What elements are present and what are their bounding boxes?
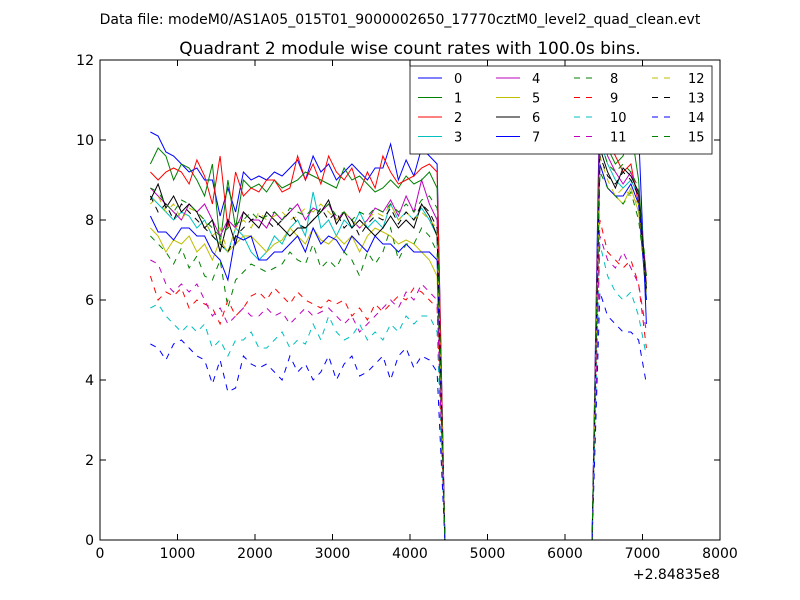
x-tick-label: 0 [96, 546, 105, 562]
x-tick-label: 7000 [625, 546, 661, 562]
series-12-line [150, 155, 647, 541]
x-tick-label: 2000 [237, 546, 273, 562]
legend-label-5: 5 [532, 92, 540, 107]
chart-title: Quadrant 2 module wise count rates with … [179, 39, 640, 59]
y-tick-label: 0 [85, 533, 94, 549]
legend-label-12: 12 [688, 72, 705, 87]
legend-label-9: 9 [610, 92, 618, 107]
x-tick-label: 4000 [392, 546, 428, 562]
series-8-line [150, 171, 647, 541]
x-tick-label: 5000 [470, 546, 506, 562]
y-tick-label: 2 [85, 453, 94, 469]
legend-label-11: 11 [610, 131, 627, 146]
legend-label-8: 8 [610, 72, 618, 87]
legend-label-0: 0 [454, 72, 462, 87]
legend-label-10: 10 [610, 111, 627, 126]
y-tick-label: 4 [85, 373, 94, 389]
legend-label-6: 6 [532, 111, 540, 126]
x-tick-label: 3000 [315, 546, 351, 562]
series-14-line [150, 291, 647, 541]
y-tick-label: 8 [85, 213, 94, 229]
series-11-line [150, 235, 647, 541]
legend-label-15: 15 [688, 131, 705, 146]
legend-label-3: 3 [454, 131, 462, 146]
legend-label-2: 2 [454, 111, 462, 126]
legend-label-4: 4 [532, 72, 540, 87]
legend-label-13: 13 [688, 92, 705, 107]
x-tick-label: 1000 [160, 546, 196, 562]
x-axis: 0 1000 2000 3000 4000 5000 6000 7000 8000 [96, 60, 738, 562]
x-tick-label: 6000 [547, 546, 583, 562]
series-15-line [150, 139, 647, 541]
legend-box [409, 65, 713, 155]
legend-label-7: 7 [532, 131, 540, 146]
legend-label-1: 1 [454, 92, 462, 107]
y-tick-label: 12 [76, 53, 94, 69]
y-tick-label: 10 [76, 133, 94, 149]
y-tick-label: 6 [85, 293, 94, 309]
legend-label-14: 14 [688, 111, 705, 126]
x-tick-label: 8000 [702, 546, 738, 562]
x-offset-label: +2.84835e8 [633, 567, 720, 583]
data-file-suptitle: Data file: modeM0/AS1A05_015T01_90000026… [100, 12, 701, 28]
